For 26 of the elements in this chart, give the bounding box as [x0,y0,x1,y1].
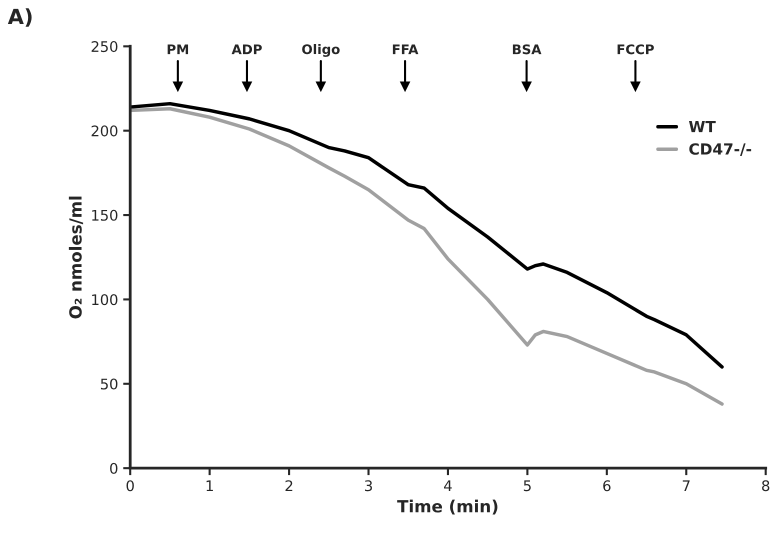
legend-label: CD47-/- [689,143,752,156]
x-tick-label: 3 [364,480,372,492]
x-tick-label: 0 [126,480,134,492]
text: A) [8,8,32,27]
y-tick-label: 50 [100,378,118,390]
x-tick-label: 2 [286,480,292,492]
y-tick-label: 150 [92,210,118,221]
y-tick-label: 250 [92,41,118,52]
x-tick-label: 6 [603,480,611,492]
ref-line-label: Oligo [302,44,340,57]
ref-line-label: PM [168,44,188,54]
y-axis-title: O₂ nmoles/ml [68,196,84,318]
x-axis-title: Time (min) [397,500,498,514]
x-tick-label: 5 [524,480,531,492]
ref-line-label: BSA [512,44,542,54]
x-tick-label: 4 [444,480,452,492]
legend-label: WT [688,120,716,132]
y-tick-label: 100 [92,294,118,306]
x-tick-label: 1 [206,480,213,492]
y-tick-label: 0 [110,462,118,474]
x-tick-label: 7 [682,480,690,492]
ref-line-label: FFA [392,44,418,54]
x-tick-label: 8 [762,480,770,492]
ref-line-label: FCCP [618,44,654,54]
ref-line-label: ADP [232,44,262,54]
y-tick-label: 200 [92,125,118,136]
